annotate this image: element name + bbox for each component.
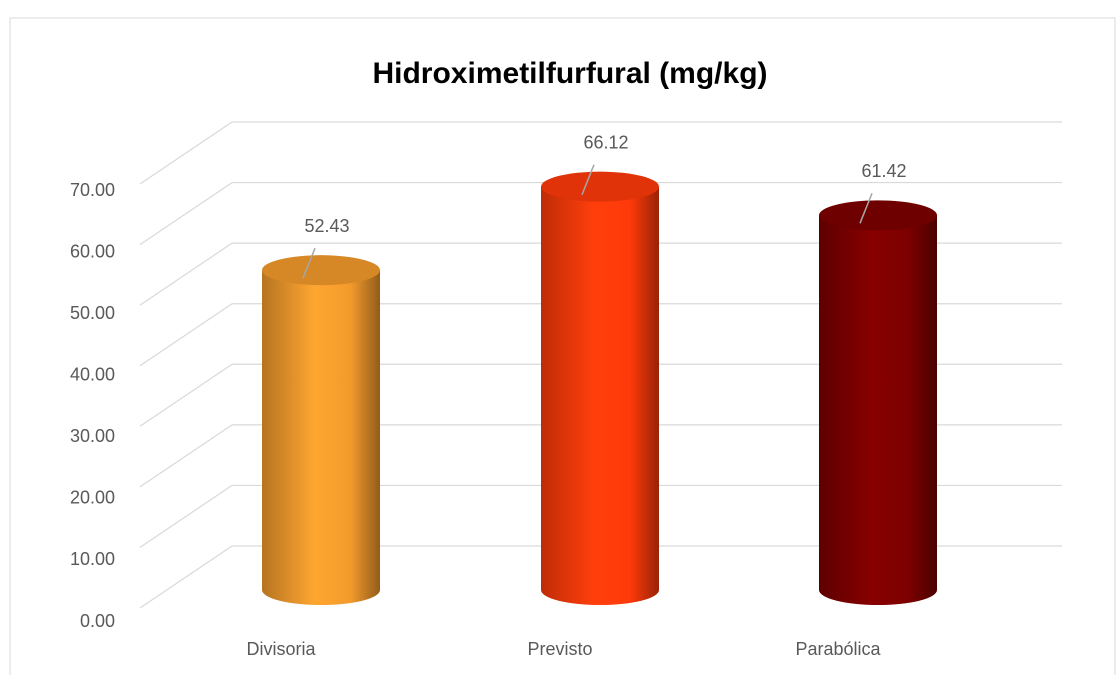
grid-line-side (139, 484, 233, 548)
y-tick-label: 0.00 (80, 611, 115, 631)
grid-line-side (139, 182, 233, 246)
bar-top (262, 255, 380, 286)
label-leader (302, 247, 316, 279)
data-label: 61.42 (861, 161, 906, 181)
label-leader (859, 193, 873, 224)
y-tick-label: 30.00 (70, 426, 115, 446)
y-tick-label: 70.00 (70, 180, 115, 200)
y-tick-label: 40.00 (70, 364, 115, 384)
grid-line-side (139, 424, 233, 488)
data-label: 66.12 (583, 132, 628, 152)
chart-title: Hidroximetilfurfural (mg/kg) (372, 57, 767, 90)
grid-line-side (139, 363, 233, 427)
x-tick-label: Parabólica (795, 639, 881, 659)
y-tick-label: 10.00 (70, 549, 115, 569)
y-tick-label: 50.00 (70, 303, 115, 323)
x-tick-label: Previsto (527, 639, 592, 659)
label-leader (581, 164, 595, 195)
bar-top (541, 171, 659, 202)
grid-line-side (139, 545, 233, 609)
data-label: 52.43 (304, 216, 349, 236)
grid-line-side (139, 303, 233, 367)
bar (262, 270, 380, 590)
y-tick-label: 60.00 (70, 241, 115, 261)
bar (819, 215, 937, 590)
grid-line-side (139, 121, 233, 185)
x-tick-label: Divisoria (246, 639, 316, 659)
y-tick-label: 20.00 (70, 488, 115, 508)
bar (541, 186, 659, 590)
grid-line-side (139, 242, 233, 306)
bar-top (819, 200, 937, 231)
